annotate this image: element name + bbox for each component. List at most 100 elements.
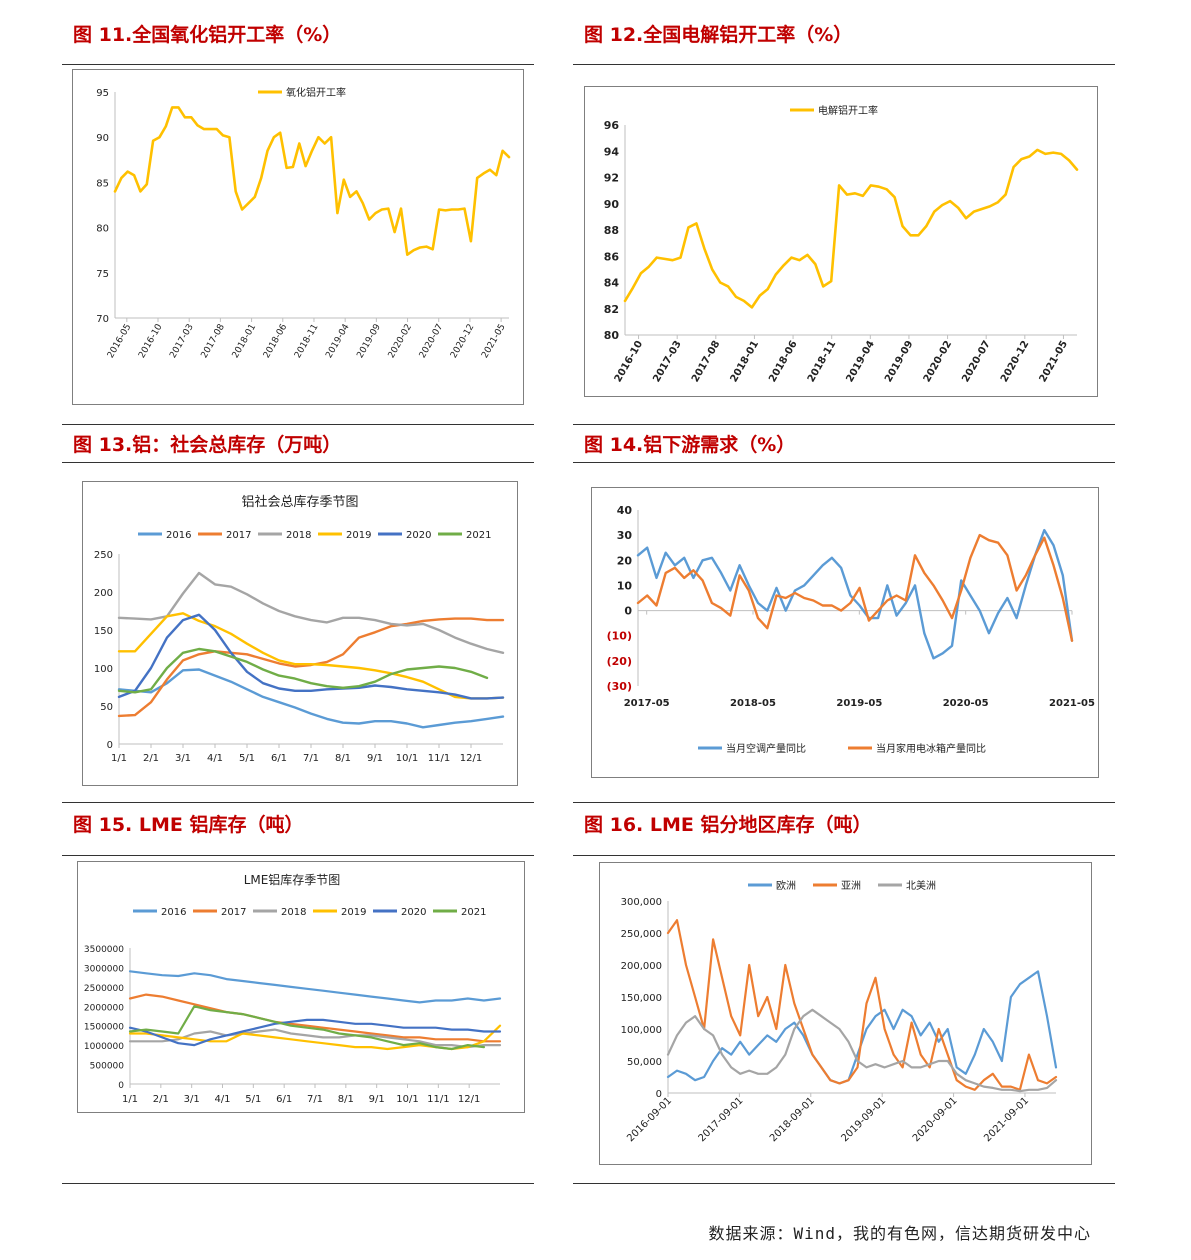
fig11-xtick-10: 2020-07 bbox=[418, 323, 445, 361]
fig15-title: LME铝库存季节图 bbox=[244, 872, 341, 887]
fig16-legend-label-0: 欧洲 bbox=[776, 880, 796, 892]
fig12-ytick-2: 92 bbox=[604, 172, 619, 185]
rule-mid3-left bbox=[62, 802, 534, 803]
fig13-legend-label-3: 2019 bbox=[346, 530, 371, 541]
fig12-xtick-9: 2020-07 bbox=[960, 339, 992, 384]
fig15-chart: LME铝库存季节图 2016 2017 2018 2019 2020 2021 3500000… bbox=[84, 872, 502, 1105]
fig15-ytick-7: 0 bbox=[118, 1081, 124, 1091]
rule-mid1-left bbox=[62, 424, 534, 425]
fig11-xtick-7: 2019-04 bbox=[324, 322, 352, 360]
fig16-ytick-4: 100,000 bbox=[621, 1025, 662, 1036]
fig14-legend-label-0: 当月空调产量同比 bbox=[726, 742, 806, 755]
fig16-series-1 bbox=[666, 919, 1058, 1091]
fig15-xtick-10: 11/1 bbox=[427, 1094, 449, 1105]
fig15-xtick-5: 6/1 bbox=[276, 1094, 292, 1105]
fig16-ytick-2: 200,000 bbox=[621, 961, 662, 972]
rule-top-left bbox=[62, 64, 534, 65]
fig14-series-0 bbox=[636, 528, 1074, 660]
fig11-xtick-8: 2019-09 bbox=[355, 322, 383, 360]
fig14-ytick-5: (10) bbox=[607, 630, 632, 643]
fig13-ytick-1: 200 bbox=[94, 588, 113, 599]
fig15-xtick-6: 7/1 bbox=[307, 1094, 323, 1105]
rule-mid4-right bbox=[573, 855, 1115, 856]
fig16-series-2 bbox=[666, 1008, 1058, 1093]
fig13-xtick-7: 8/1 bbox=[335, 753, 351, 764]
fig16-legend-label-2: 北美洲 bbox=[906, 879, 936, 892]
fig13-xtick-1: 2/1 bbox=[143, 753, 159, 764]
fig16-xtick-1: 2017-09-01 bbox=[697, 1095, 746, 1144]
fig13-chart: 铝社会总库存季节图 2016 2017 2018 2019 2020 2021 250 200 1… bbox=[94, 494, 505, 764]
fig15-frame: LME铝库存季节图 2016 2017 2018 2019 2020 2021 3500000… bbox=[77, 861, 525, 1113]
fig11-ytick-1: 90 bbox=[96, 133, 109, 144]
fig16-xtick-5: 2021-09-01 bbox=[982, 1095, 1031, 1144]
fig11-xtick-9: 2020-02 bbox=[387, 323, 414, 361]
fig16-xtick-0: 2016-09-01 bbox=[625, 1095, 674, 1144]
fig13-series-2 bbox=[117, 571, 505, 654]
fig12-xtick-5: 2018-11 bbox=[806, 339, 838, 384]
fig15-series-5 bbox=[128, 1005, 485, 1051]
fig12-ytick-4: 88 bbox=[604, 224, 619, 237]
fig15-legend-label-2: 2018 bbox=[281, 907, 306, 918]
fig14-chart: 当月空调产量同比 当月家用电冰箱产量同比 40 30 20 10 0 (10) (20) (30)… bbox=[607, 504, 1095, 755]
fig11-ytick-0: 95 bbox=[96, 88, 109, 99]
fig11-series-0 bbox=[113, 106, 511, 256]
fig11-heading: 图 11.全国氧化铝开工率（%） bbox=[73, 24, 342, 46]
fig11-legend-label-0: 氧化铝开工率 bbox=[286, 86, 346, 99]
fig16-ytick-3: 150,000 bbox=[621, 993, 662, 1004]
fig15-ytick-5: 1000000 bbox=[84, 1042, 124, 1052]
fig12-ytick-6: 84 bbox=[604, 277, 620, 290]
fig15-heading: 图 15. LME 铝库存（吨） bbox=[73, 814, 304, 836]
fig16-frame: 欧洲 亚洲 北美洲 300,000 250,000 200,000 150,000 100,0… bbox=[599, 862, 1092, 1165]
fig16-chart: 欧洲 亚洲 北美洲 300,000 250,000 200,000 150,000 100,0… bbox=[621, 879, 1058, 1144]
fig12-xtick-10: 2020-12 bbox=[999, 339, 1031, 384]
fig13-series-0 bbox=[117, 668, 505, 729]
fig15-ytick-0: 3500000 bbox=[84, 945, 124, 955]
fig15-xtick-7: 8/1 bbox=[338, 1094, 354, 1105]
fig13-heading: 图 13.铝：社会总库存（万吨） bbox=[73, 434, 342, 456]
fig13-xtick-3: 4/1 bbox=[207, 753, 223, 764]
rule-bottom-left bbox=[62, 1183, 534, 1184]
fig16-legend-label-1: 亚洲 bbox=[841, 880, 861, 892]
fig15-legend-label-4: 2020 bbox=[401, 907, 426, 918]
fig11-xtick-0: 2016-05 bbox=[106, 323, 133, 361]
fig15-series-0 bbox=[128, 970, 502, 1004]
fig14-legend-label-1: 当月家用电冰箱产量同比 bbox=[876, 742, 986, 755]
rule-mid1-right bbox=[573, 424, 1115, 425]
fig14-ytick-3: 10 bbox=[617, 579, 633, 592]
fig12-ytick-7: 82 bbox=[604, 303, 619, 316]
fig13-ytick-2: 150 bbox=[94, 626, 113, 637]
fig11-ytick-5: 70 bbox=[96, 314, 109, 325]
fig14-ytick-0: 40 bbox=[617, 504, 633, 517]
rule-mid3-right bbox=[573, 802, 1115, 803]
fig13-xtick-4: 5/1 bbox=[239, 753, 255, 764]
fig13-series-5 bbox=[117, 647, 489, 694]
fig13-legend-label-1: 2017 bbox=[226, 530, 251, 541]
fig14-ytick-7: (30) bbox=[607, 680, 632, 693]
fig16-heading: 图 16. LME 铝分地区库存（吨） bbox=[584, 814, 872, 836]
fig13-ytick-3: 100 bbox=[94, 664, 113, 675]
fig11-frame: 氧化铝开工率 95 90 85 80 75 70 2016-05 2016-10 2017-03 2… bbox=[72, 69, 524, 405]
fig13-xtick-8: 9/1 bbox=[367, 753, 383, 764]
fig14-frame: 当月空调产量同比 当月家用电冰箱产量同比 40 30 20 10 0 (10) (20) (30)… bbox=[591, 487, 1099, 778]
fig16-ytick-0: 300,000 bbox=[621, 897, 662, 908]
fig15-legend-label-0: 2016 bbox=[161, 907, 186, 918]
fig13-series-3 bbox=[117, 612, 505, 700]
fig15-legend-label-3: 2019 bbox=[341, 907, 366, 918]
rule-mid4-left bbox=[62, 855, 534, 856]
fig15-legend-label-1: 2017 bbox=[221, 907, 246, 918]
fig12-frame: 电解铝开工率 96 94 92 90 88 86 84 82 80 2016-10 2017-03 20… bbox=[584, 86, 1098, 397]
fig13-xtick-5: 6/1 bbox=[271, 753, 287, 764]
fig12-xtick-6: 2019-04 bbox=[844, 339, 876, 384]
fig13-xtick-2: 3/1 bbox=[175, 753, 191, 764]
fig16-series-0 bbox=[666, 970, 1058, 1085]
fig12-ytick-1: 94 bbox=[604, 145, 620, 158]
fig15-series-4 bbox=[128, 1018, 502, 1047]
fig12-legend-label-0: 电解铝开工率 bbox=[818, 104, 878, 117]
fig15-legend-label-5: 2021 bbox=[461, 907, 486, 918]
fig13-legend-label-0: 2016 bbox=[166, 530, 191, 541]
fig11-ytick-4: 75 bbox=[96, 269, 109, 280]
fig15-ytick-4: 1500000 bbox=[84, 1023, 124, 1033]
fig15-ytick-2: 2500000 bbox=[84, 984, 124, 994]
fig12-heading: 图 12.全国电解铝开工率（%） bbox=[584, 24, 853, 46]
